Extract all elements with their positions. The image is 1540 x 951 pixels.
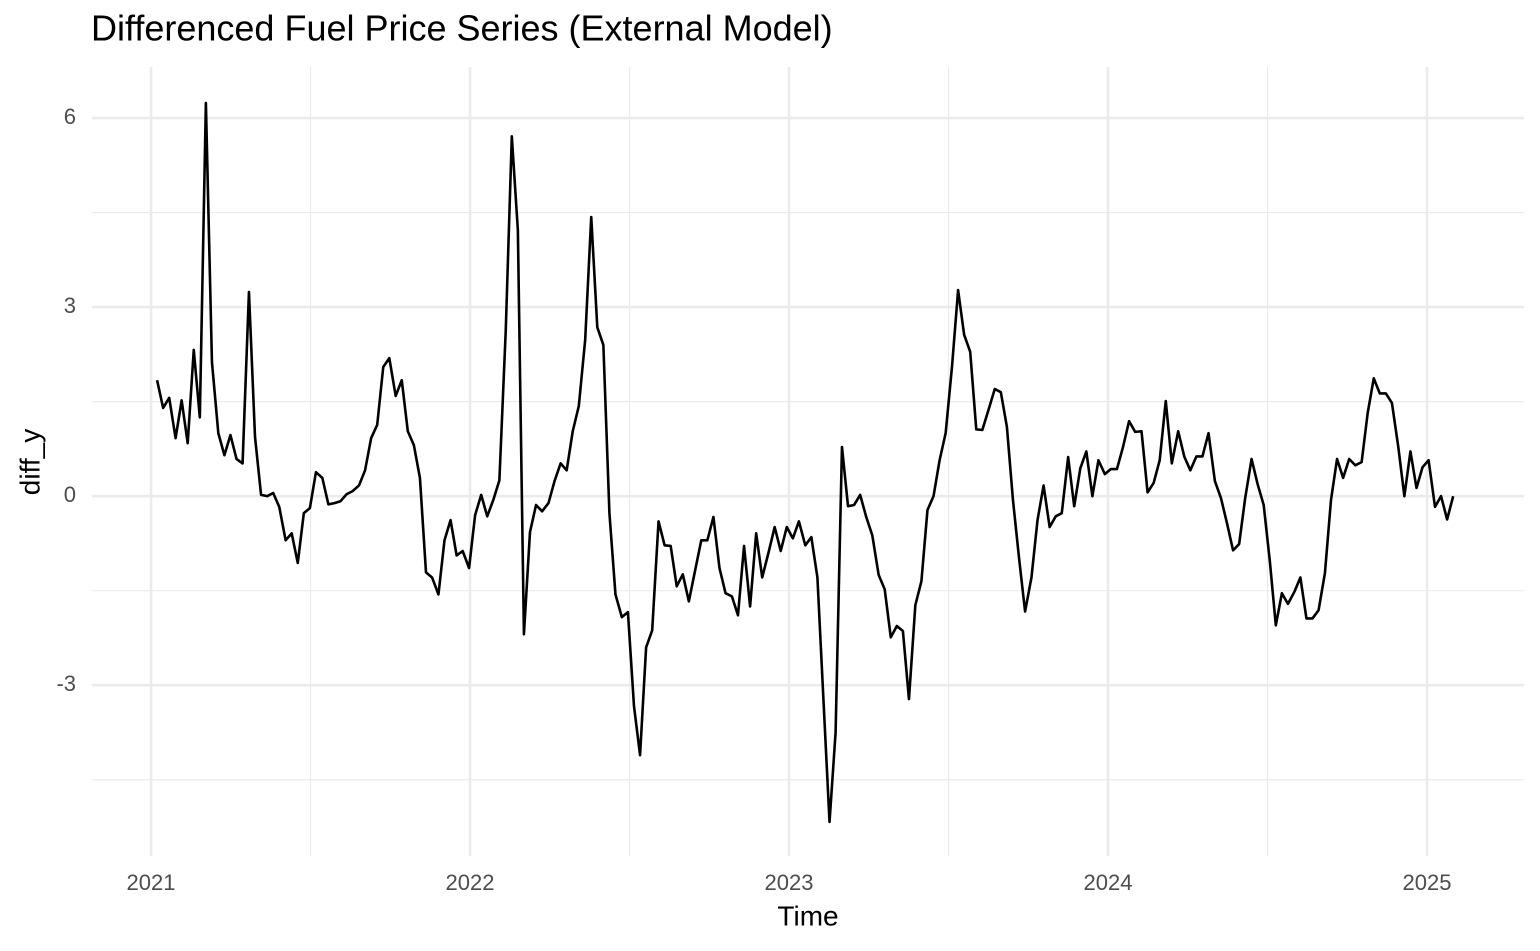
grid bbox=[92, 67, 1524, 856]
y-tick-label: -3 bbox=[56, 671, 76, 696]
y-axis-title: diff_y bbox=[14, 429, 45, 495]
x-tick-label: 2021 bbox=[127, 870, 176, 895]
x-tick-label: 2022 bbox=[446, 870, 495, 895]
y-tick-label: 3 bbox=[64, 293, 76, 318]
x-tick-label: 2023 bbox=[765, 870, 814, 895]
y-tick-label: 6 bbox=[64, 104, 76, 129]
y-tick-label: 0 bbox=[64, 482, 76, 507]
line-series bbox=[155, 101, 1455, 824]
x-tick-label: 2024 bbox=[1084, 870, 1133, 895]
x-axis-title: Time bbox=[777, 900, 838, 931]
chart-title: Differenced Fuel Price Series (External … bbox=[91, 8, 833, 49]
plot-area bbox=[155, 101, 1455, 824]
x-tick-label: 2025 bbox=[1403, 870, 1452, 895]
